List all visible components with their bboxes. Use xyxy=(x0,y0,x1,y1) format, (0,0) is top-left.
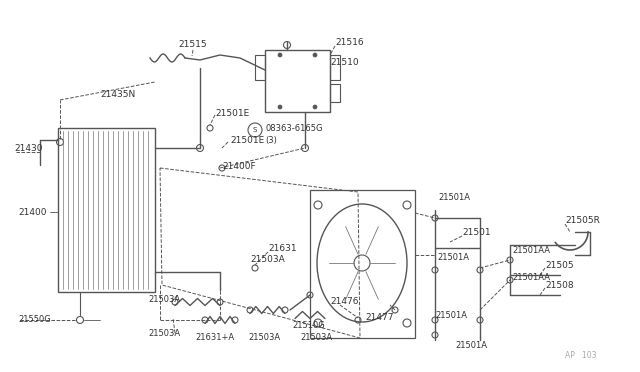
Text: 21515: 21515 xyxy=(178,39,207,48)
Text: 21501E: 21501E xyxy=(230,135,264,144)
Text: S: S xyxy=(253,127,257,133)
Text: 21476: 21476 xyxy=(330,298,358,307)
Text: 21501A: 21501A xyxy=(435,311,467,321)
Text: 08363-6165G: 08363-6165G xyxy=(265,124,323,132)
Text: 21501: 21501 xyxy=(462,228,491,237)
Text: 21510: 21510 xyxy=(330,58,358,67)
Text: 21631: 21631 xyxy=(268,244,296,253)
Text: 21508: 21508 xyxy=(545,280,573,289)
Circle shape xyxy=(313,105,317,109)
Text: 21477: 21477 xyxy=(365,314,394,323)
Text: 21501E: 21501E xyxy=(215,109,249,118)
Text: 21501A: 21501A xyxy=(455,340,487,350)
Text: 21503A: 21503A xyxy=(148,328,180,337)
Text: 21501AA: 21501AA xyxy=(512,246,550,254)
Circle shape xyxy=(313,53,317,57)
Text: 21400F: 21400F xyxy=(222,161,255,170)
Text: 21503A: 21503A xyxy=(300,334,332,343)
Text: 21503A: 21503A xyxy=(250,256,285,264)
Text: 21510G: 21510G xyxy=(292,321,324,330)
Text: 21516: 21516 xyxy=(335,38,364,46)
Text: 21501A: 21501A xyxy=(438,192,470,202)
Circle shape xyxy=(278,105,282,109)
Text: 21503A: 21503A xyxy=(148,295,180,305)
Bar xyxy=(310,190,415,338)
Text: 21400: 21400 xyxy=(18,208,47,217)
Text: 21501AA: 21501AA xyxy=(512,273,550,282)
Text: (3): (3) xyxy=(265,135,277,144)
Bar xyxy=(255,55,265,80)
Circle shape xyxy=(278,53,282,57)
Bar xyxy=(58,128,155,292)
Text: 21501A: 21501A xyxy=(437,253,469,263)
Bar xyxy=(265,50,330,112)
Text: 21503A: 21503A xyxy=(248,334,280,343)
Text: 21430: 21430 xyxy=(14,144,42,153)
Bar xyxy=(330,55,340,80)
Text: AP   103: AP 103 xyxy=(565,350,596,359)
Text: 21505: 21505 xyxy=(545,260,573,269)
Bar xyxy=(330,84,340,102)
Text: 21505R: 21505R xyxy=(565,215,600,224)
Text: 21631+A: 21631+A xyxy=(195,334,234,343)
Text: 21435N: 21435N xyxy=(100,90,135,99)
Text: 21550G: 21550G xyxy=(18,315,51,324)
